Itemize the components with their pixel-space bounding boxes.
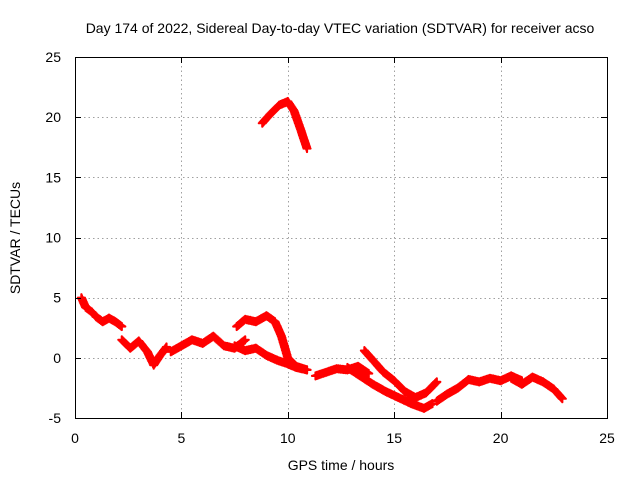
x-tick-label: 25 [599, 430, 615, 446]
y-tick-label: 25 [45, 49, 61, 65]
x-tick-label: 5 [178, 430, 186, 446]
x-axis-label: GPS time / hours [288, 457, 395, 473]
data-series [76, 96, 567, 413]
y-tick-label: 15 [45, 169, 61, 185]
x-tick-label: 10 [280, 430, 296, 446]
chart-title: Day 174 of 2022, Sidereal Day-to-day VTE… [86, 20, 595, 36]
series-sat-track-1 [76, 293, 127, 332]
x-tick-label: 15 [386, 430, 402, 446]
y-tick-label: 0 [53, 350, 61, 366]
series-sat-track-6 [257, 96, 312, 154]
y-tick-label: 5 [53, 290, 61, 306]
y-axis-label: SDTVAR / TECUs [7, 182, 23, 294]
series-sat-track-8 [359, 346, 442, 403]
series-sat-track-5 [232, 311, 312, 375]
x-tick-label: 20 [493, 430, 509, 446]
series-marks-sat-track-9 [342, 362, 438, 413]
x-tick-label: 0 [71, 430, 79, 446]
y-tick-label: 10 [45, 230, 61, 246]
series-sat-track-2 [117, 335, 172, 370]
y-tick-label: -5 [49, 410, 62, 426]
series-marks-sat-track-8 [359, 346, 442, 403]
grid-lines [75, 57, 607, 418]
series-marks-sat-track-6 [257, 96, 312, 154]
series-sat-track-11 [506, 372, 567, 404]
series-sat-track-9 [342, 362, 438, 413]
tick-labels: 0 5 10 15 20 25 -5 0 5 10 15 20 25 [45, 49, 615, 446]
series-marks-sat-track-11 [506, 372, 567, 404]
y-tick-label: 20 [45, 109, 61, 125]
series-marks-sat-track-1 [76, 293, 127, 332]
series-marks-sat-track-2 [117, 335, 172, 370]
axis-ticks [75, 57, 608, 419]
series-marks-sat-track-5 [232, 311, 312, 375]
